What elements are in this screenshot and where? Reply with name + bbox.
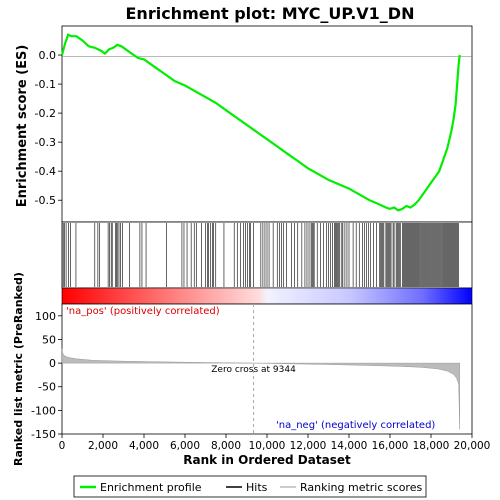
x-tick-label: 10,000: [249, 440, 286, 452]
x-axis-label: Rank in Ordered Dataset: [183, 453, 351, 467]
es-y-tick-label: -0.4: [35, 165, 56, 178]
es-y-tick-label: -0.3: [35, 136, 56, 149]
x-tick-label: 2,000: [88, 440, 118, 452]
pos-correlated-label: 'na_pos' (positively correlated): [66, 306, 220, 317]
x-tick-label: 8,000: [211, 440, 241, 452]
neg-correlated-label: 'na_neg' (negatively correlated): [276, 420, 435, 431]
x-tick-label: 0: [59, 440, 66, 452]
ranking-y-tick-label: 50: [42, 333, 56, 346]
chart-title: Enrichment plot: MYC_UP.V1_DN: [126, 4, 415, 23]
es-y-tick-label: -0.5: [35, 194, 56, 207]
x-tick-label: 14,000: [331, 440, 368, 452]
legend-box: [73, 475, 427, 498]
ranking-y-tick-label: 0: [49, 357, 56, 370]
legend-entry-ranking: Ranking metric scores: [300, 481, 422, 494]
ranking-panel-frame: [61, 303, 473, 435]
ranking-y-tick-label: -100: [31, 404, 56, 417]
x-tick-label: 6,000: [170, 440, 200, 452]
ranking-y-axis-label: Ranked list metric (PreRanked): [12, 272, 25, 466]
ranking-y-tick-label: 100: [35, 310, 56, 323]
legend-entry-hits: Hits: [246, 481, 268, 494]
enrichment-profile-line: [60, 33, 461, 212]
x-tick-label: 4,000: [129, 440, 159, 452]
ranking-y-tick-label: -50: [38, 381, 56, 394]
legend: Enrichment profile Hits Ranking metric s…: [73, 475, 427, 498]
es-y-axis-label: Enrichment score (ES): [15, 45, 30, 208]
es-y-tick-label: -0.1: [35, 78, 56, 91]
x-tick-label: 16,000: [372, 440, 409, 452]
zero-cross-label: Zero cross at 9344: [211, 365, 296, 375]
x-tick-label: 18,000: [413, 440, 450, 452]
es-panel-frame: [61, 25, 473, 223]
rank-color-band: [61, 287, 473, 305]
es-y-tick-label: 0.0: [39, 49, 57, 62]
legend-entry-enrichment: Enrichment profile: [100, 481, 202, 494]
ranking-y-axis: -150 -100 -50 0 50 100: [31, 310, 62, 441]
hits-marks: [61, 223, 459, 287]
x-tick-label: 20,000: [454, 440, 491, 452]
x-tick-label: 12,000: [290, 440, 327, 452]
ranking-metric-area: [61, 348, 460, 430]
ranking-y-tick-label: -150: [31, 428, 56, 441]
x-axis: 0 2,000 4,000 6,000 8,000 10,000 12,000 14,000 1…: [59, 434, 491, 452]
es-y-tick-label: -0.2: [35, 107, 56, 120]
es-y-axis: -0.5 -0.4 -0.3 -0.2 -0.1 0.0: [35, 49, 62, 207]
